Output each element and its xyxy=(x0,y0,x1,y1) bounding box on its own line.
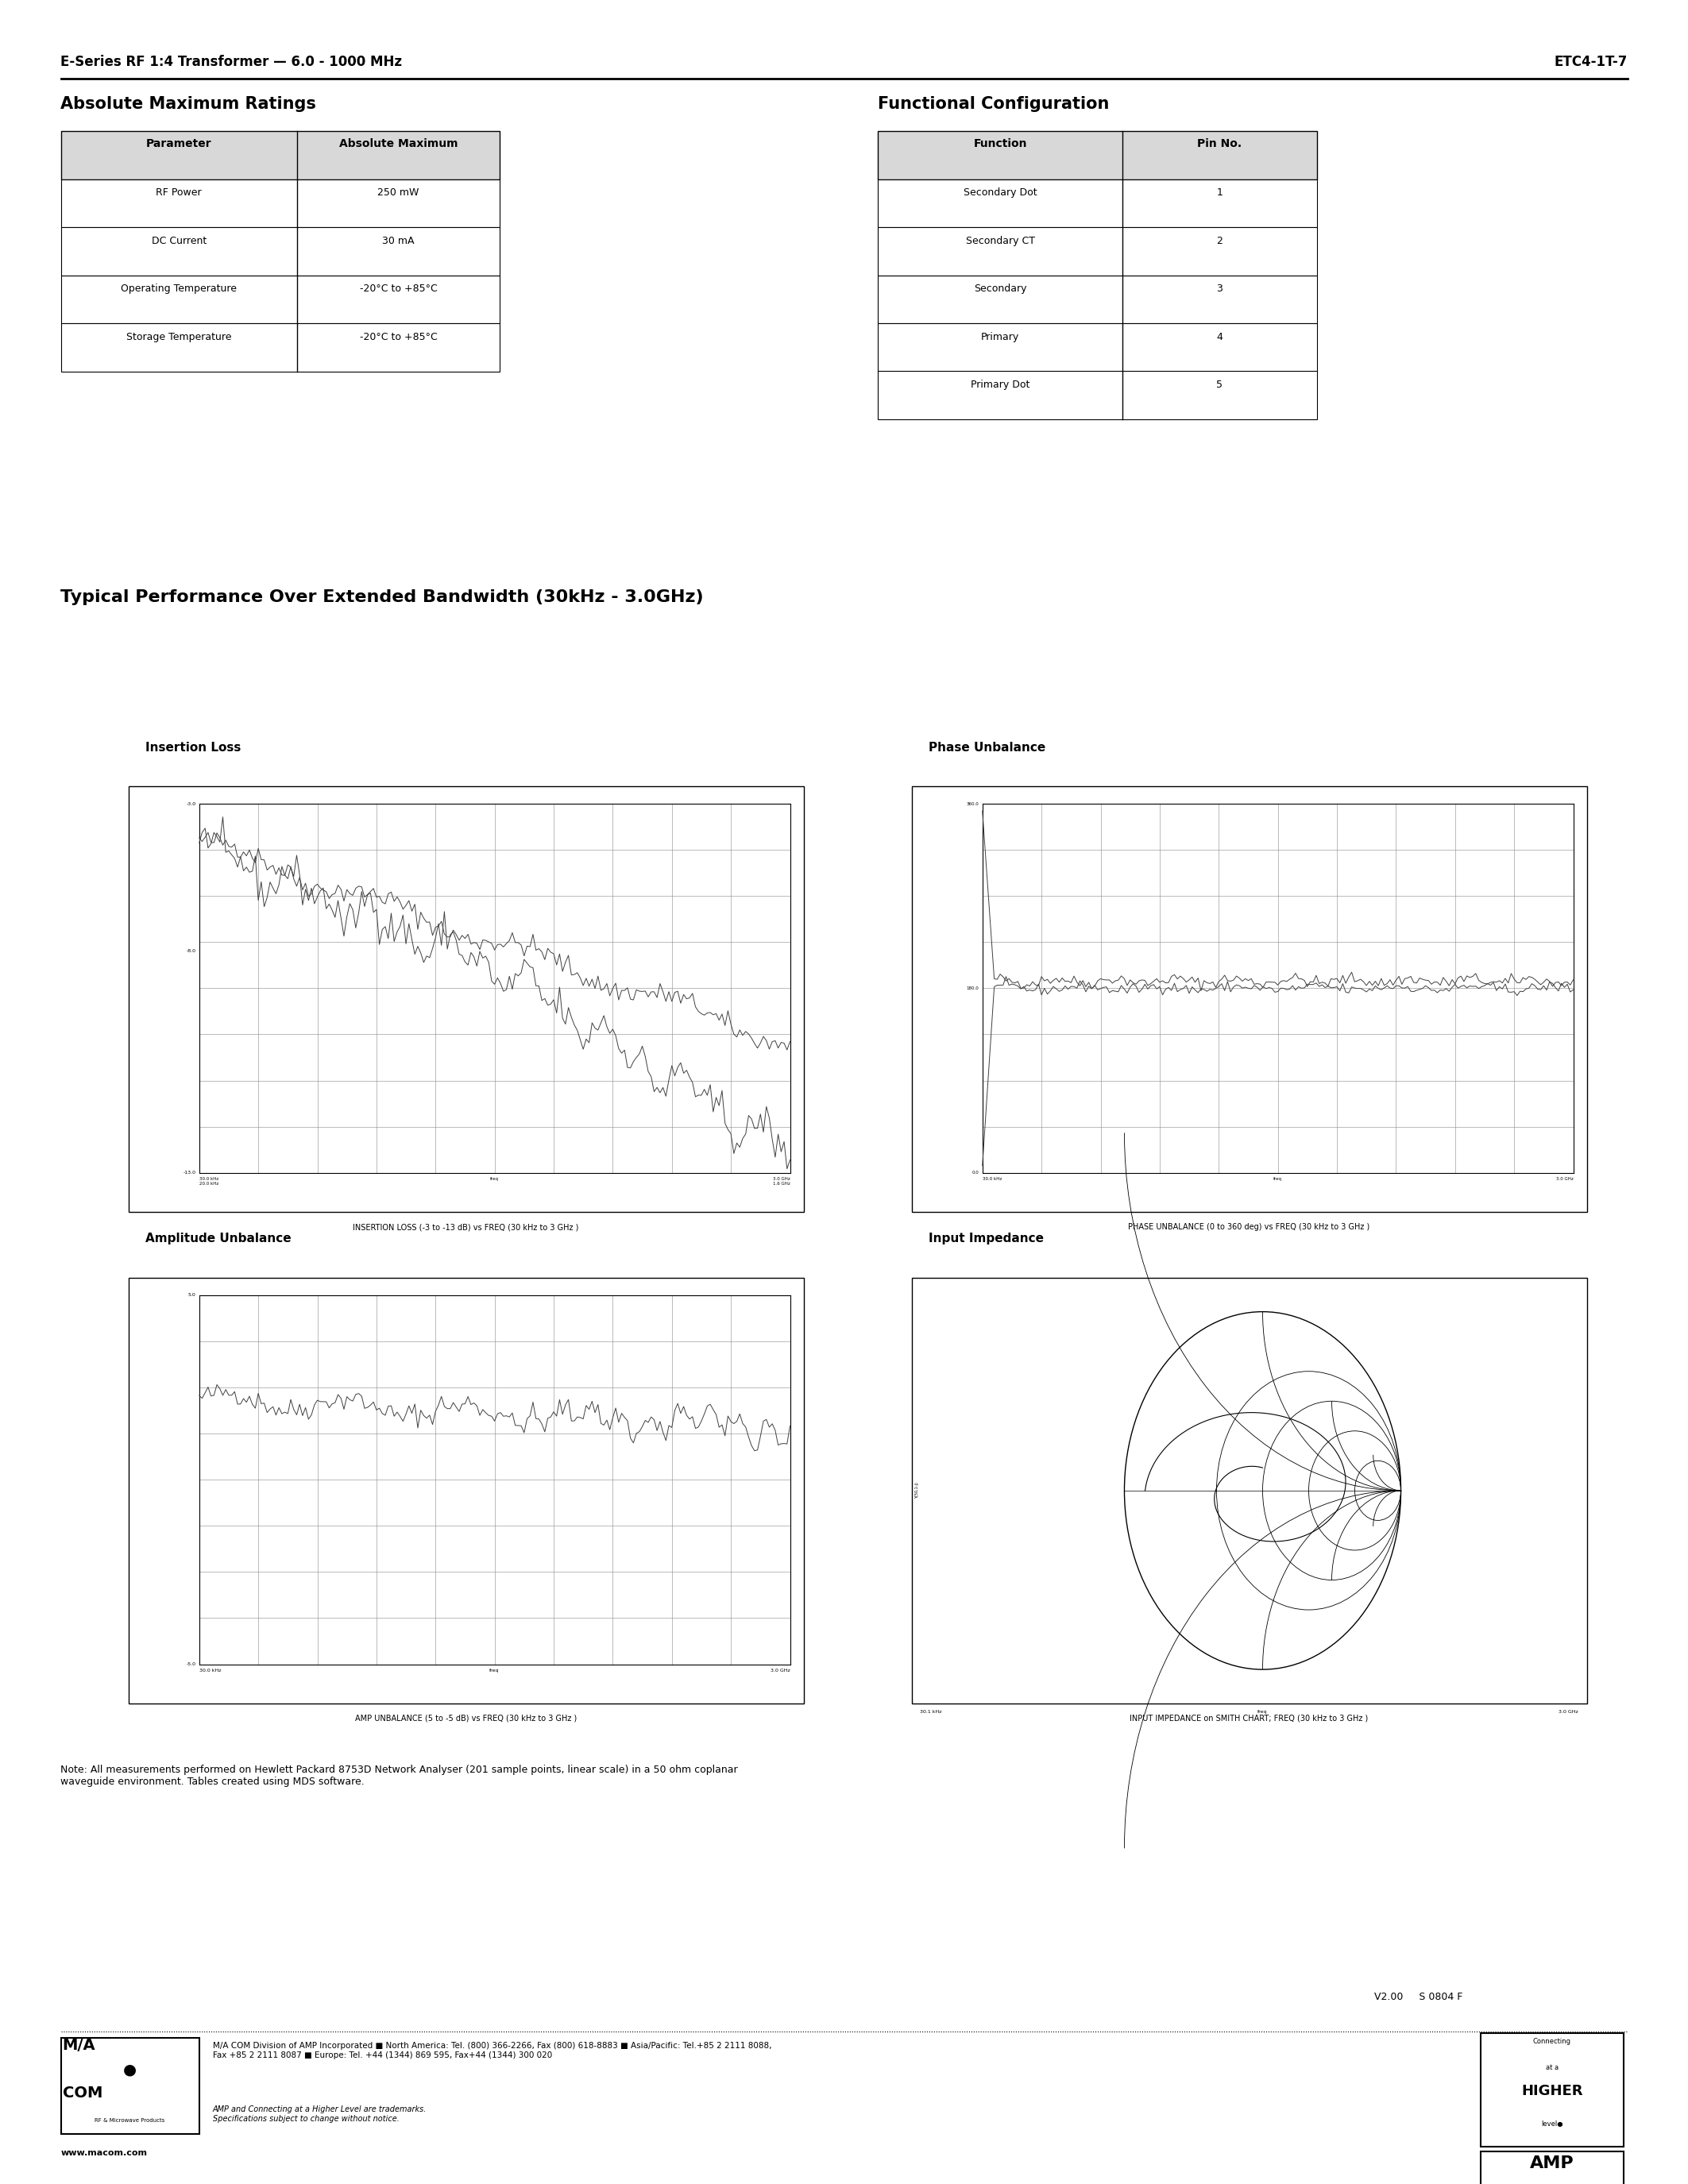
Text: Amplitude Unbalance: Amplitude Unbalance xyxy=(145,1234,290,1245)
Bar xyxy=(878,179,1317,227)
Text: Parameter: Parameter xyxy=(147,138,211,149)
Text: Note: All measurements performed on Hewlett Packard 8753D Network Analyser (201 : Note: All measurements performed on Hewl… xyxy=(61,1765,738,1787)
Bar xyxy=(61,227,500,275)
Text: 4: 4 xyxy=(1217,332,1222,343)
Bar xyxy=(912,1278,1587,1704)
Text: 360.0: 360.0 xyxy=(967,802,979,806)
Text: freq: freq xyxy=(490,1177,500,1182)
Text: E-Series RF 1:4 Transformer — 6.0 - 1000 MHz: E-Series RF 1:4 Transformer — 6.0 - 1000… xyxy=(61,55,402,70)
Text: 0.0: 0.0 xyxy=(972,1171,979,1175)
Text: Input Impedance: Input Impedance xyxy=(928,1234,1043,1245)
Text: 3.0 GHz
1.6 GHz: 3.0 GHz 1.6 GHz xyxy=(773,1177,790,1186)
Bar xyxy=(878,323,1317,371)
Bar xyxy=(1480,2151,1624,2184)
Text: RF & Microwave Products: RF & Microwave Products xyxy=(95,2118,165,2123)
Bar xyxy=(128,1278,803,1704)
Bar xyxy=(878,275,1317,323)
Text: -3.0: -3.0 xyxy=(186,802,196,806)
Text: 3.0 GHz: 3.0 GHz xyxy=(1558,1710,1578,1714)
Text: Secondary: Secondary xyxy=(974,284,1026,295)
Text: 30.0 kHz
20.0 kHz: 30.0 kHz 20.0 kHz xyxy=(199,1177,218,1186)
Text: Secondary Dot: Secondary Dot xyxy=(964,188,1036,199)
Text: 3: 3 xyxy=(1217,284,1222,295)
Text: AMP UNBALANCE (5 to -5 dB) vs FREQ (30 kHz to 3 GHz ): AMP UNBALANCE (5 to -5 dB) vs FREQ (30 k… xyxy=(354,1714,577,1723)
Text: freq: freq xyxy=(490,1669,500,1673)
Bar xyxy=(61,323,500,371)
Text: Y(50,1-j): Y(50,1-j) xyxy=(915,1483,918,1498)
Text: 30.1 kHz: 30.1 kHz xyxy=(920,1710,942,1714)
Bar xyxy=(878,227,1317,275)
Text: www.macom.com: www.macom.com xyxy=(61,2149,147,2158)
Text: Secondary CT: Secondary CT xyxy=(966,236,1035,247)
Text: Typical Performance Over Extended Bandwidth (30kHz - 3.0GHz): Typical Performance Over Extended Bandwi… xyxy=(61,590,704,605)
Text: Storage Temperature: Storage Temperature xyxy=(127,332,231,343)
Text: Absolute Maximum: Absolute Maximum xyxy=(339,138,457,149)
Text: HIGHER: HIGHER xyxy=(1521,2084,1583,2099)
Text: at a: at a xyxy=(1546,2064,1558,2070)
Text: INSERTION LOSS (-3 to -13 dB) vs FREQ (30 kHz to 3 GHz ): INSERTION LOSS (-3 to -13 dB) vs FREQ (3… xyxy=(353,1223,579,1232)
Bar xyxy=(61,179,500,227)
Text: 1: 1 xyxy=(1217,188,1222,199)
Text: 250 mW: 250 mW xyxy=(378,188,419,199)
Text: Pin No.: Pin No. xyxy=(1197,138,1242,149)
Text: Absolute Maximum Ratings: Absolute Maximum Ratings xyxy=(61,96,316,111)
Text: AMP and Connecting at a Higher Level are trademarks.
Specifications subject to c: AMP and Connecting at a Higher Level are… xyxy=(213,2105,427,2123)
Bar xyxy=(878,371,1317,419)
Text: -8.0: -8.0 xyxy=(186,950,196,954)
Text: RF Power: RF Power xyxy=(155,188,203,199)
Text: Primary: Primary xyxy=(981,332,1020,343)
Text: ●: ● xyxy=(123,2062,137,2077)
Text: Functional Configuration: Functional Configuration xyxy=(878,96,1109,111)
Text: Phase Unbalance: Phase Unbalance xyxy=(928,743,1045,753)
Text: 3.0 GHz: 3.0 GHz xyxy=(770,1669,790,1673)
Text: 30.0 kHz: 30.0 kHz xyxy=(199,1669,221,1673)
Text: 2: 2 xyxy=(1217,236,1222,247)
Bar xyxy=(878,131,1317,179)
Text: 5: 5 xyxy=(1217,380,1222,391)
Bar xyxy=(1480,2033,1624,2147)
Bar xyxy=(61,275,500,323)
Text: Insertion Loss: Insertion Loss xyxy=(145,743,241,753)
Text: Function: Function xyxy=(974,138,1026,149)
Bar xyxy=(61,131,500,179)
Text: M/A COM Division of AMP Incorporated ■ North America: Tel. (800) 366-2266, Fax (: M/A COM Division of AMP Incorporated ■ N… xyxy=(213,2042,771,2060)
Text: Connecting: Connecting xyxy=(1533,2038,1572,2044)
Bar xyxy=(128,786,803,1212)
Text: 5.0: 5.0 xyxy=(187,1293,196,1297)
Text: Primary Dot: Primary Dot xyxy=(971,380,1030,391)
Text: 3.0 GHz: 3.0 GHz xyxy=(1556,1177,1573,1182)
Text: INPUT IMPEDANCE on SMITH CHART; FREQ (30 kHz to 3 GHz ): INPUT IMPEDANCE on SMITH CHART; FREQ (30… xyxy=(1129,1714,1369,1723)
Text: -5.0: -5.0 xyxy=(186,1662,196,1666)
Text: Operating Temperature: Operating Temperature xyxy=(122,284,236,295)
Text: V2.00     S 0804 F: V2.00 S 0804 F xyxy=(1374,1992,1462,2003)
Text: -20°C to +85°C: -20°C to +85°C xyxy=(360,332,437,343)
Text: 30.0 kHz: 30.0 kHz xyxy=(982,1177,1001,1182)
Text: DC Current: DC Current xyxy=(152,236,206,247)
Text: freq: freq xyxy=(1258,1710,1268,1714)
Text: AMP: AMP xyxy=(1529,2156,1575,2171)
Text: level●: level● xyxy=(1541,2121,1563,2127)
Bar xyxy=(61,2038,199,2134)
Text: 180.0: 180.0 xyxy=(967,987,979,989)
Text: freq: freq xyxy=(1273,1177,1283,1182)
Text: -13.0: -13.0 xyxy=(182,1171,196,1175)
Text: M/A: M/A xyxy=(62,2038,96,2053)
Text: PHASE UNBALANCE (0 to 360 deg) vs FREQ (30 kHz to 3 GHz ): PHASE UNBALANCE (0 to 360 deg) vs FREQ (… xyxy=(1128,1223,1371,1232)
Text: -20°C to +85°C: -20°C to +85°C xyxy=(360,284,437,295)
Text: 30 mA: 30 mA xyxy=(381,236,415,247)
Text: COM: COM xyxy=(62,2086,103,2101)
Bar xyxy=(912,786,1587,1212)
Text: ETC4-1T-7: ETC4-1T-7 xyxy=(1555,55,1627,70)
